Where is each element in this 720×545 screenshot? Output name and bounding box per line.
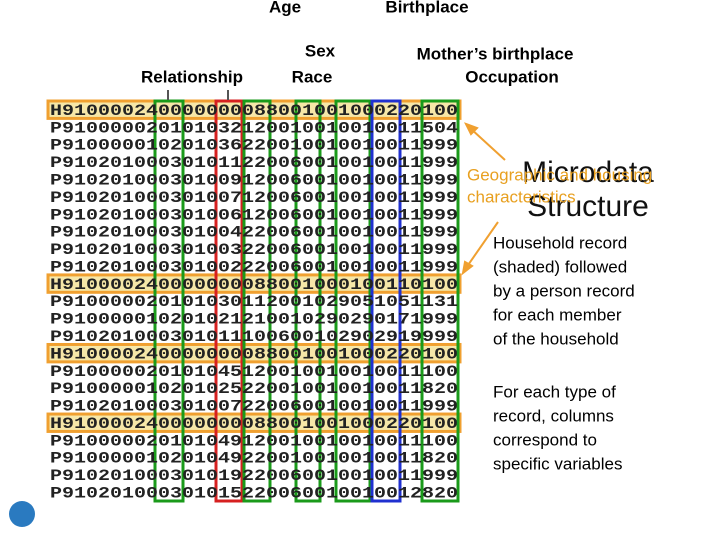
variable-label: Sex — [305, 41, 336, 60]
variable-label: Age — [269, 0, 301, 16]
variable-label: Mother’s birthplace — [417, 44, 574, 63]
paragraph-line: (shaded) followed — [493, 257, 627, 276]
record: P910201000301015220060010010012820 — [50, 485, 458, 503]
record: P910000020101045120010010010011100 — [50, 363, 458, 381]
paragraph-line: correspond to — [493, 430, 597, 449]
record: P910000010201049220010010010011820 — [50, 450, 458, 468]
paragraph-line: record, columns — [493, 406, 614, 425]
record: P910000010201025220010010010011820 — [50, 380, 458, 398]
record: P910000020101049120010010010011100 — [50, 432, 458, 450]
overlay-label: Geographic and housing — [467, 165, 652, 184]
record: P910000020101030112001029051051131 — [50, 293, 458, 311]
household-row — [46, 342, 462, 364]
overlay-label: characteristics — [467, 187, 576, 206]
record: H910000240000000088001000100110100 — [50, 276, 458, 294]
record: P910201000301007120060010010011999 — [50, 189, 458, 207]
record: P910000020101032120010010010011504 — [50, 119, 458, 137]
record: P910201000301006120060010010011999 — [50, 206, 458, 224]
paragraph-line: for each member — [493, 305, 622, 324]
paragraph-line: by a person record — [493, 281, 635, 300]
record: H910000240000000088001001000220100 — [50, 345, 458, 363]
record: P910000010201036220010010010011999 — [50, 137, 458, 155]
paragraph-line: of the household — [493, 329, 619, 348]
variable-label: Race — [292, 67, 333, 86]
column-highlights — [153, 99, 460, 503]
record: H910000240000000088001001000220100 — [50, 415, 458, 433]
slide-title-line: Microdata — [522, 156, 654, 189]
record: P910201000301007220060010010011999 — [50, 398, 458, 416]
paragraph-line: For each type of — [493, 382, 616, 401]
variable-label: Occupation — [465, 67, 559, 86]
record: H910000240000000088001001000220100 — [50, 102, 458, 120]
record: P910000010201021210010290290171999 — [50, 311, 458, 329]
slide-title-line: Structure — [527, 190, 649, 223]
paragraph-line: specific variables — [493, 454, 622, 473]
record: P910201000301011220060010010011999 — [50, 154, 458, 172]
household-row — [46, 412, 462, 433]
variable-label: Birthplace — [385, 0, 468, 16]
paragraph-line: Household record — [493, 233, 627, 252]
record: P910201000301011100600102902919999 — [50, 328, 458, 346]
record: P910201000301004220060010010011999 — [50, 224, 458, 242]
variable-label: Relationship — [141, 67, 243, 86]
record: P910201000301002220060010010011999 — [50, 258, 458, 276]
arrows — [167, 90, 506, 276]
logo — [9, 501, 35, 527]
household-row — [46, 273, 462, 294]
record: P910201000301019220060010010011999 — [50, 467, 458, 485]
record: P910201000301009120060010010011999 — [50, 171, 458, 189]
record: P910201000301003220060010010011999 — [50, 241, 458, 259]
